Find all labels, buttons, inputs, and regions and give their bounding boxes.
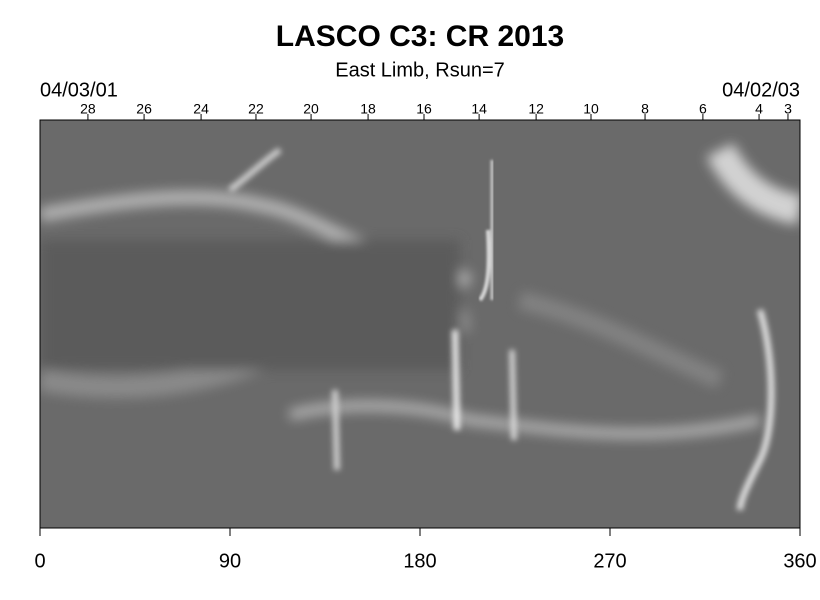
top-tick-label: 24 [193, 101, 209, 117]
top-tick-label: 28 [80, 101, 96, 117]
top-tick-label: 4 [755, 101, 763, 117]
x-tick-label: 270 [593, 550, 626, 572]
x-tick-label: 90 [219, 550, 241, 572]
top-tick-label: 12 [528, 101, 544, 117]
top-left-label: 04/03/01 [40, 79, 118, 101]
chart-title: LASCO C3: CR 2013 [276, 20, 564, 53]
map-image [40, 120, 800, 528]
top-tick-label: 16 [416, 101, 432, 117]
top-tick-label: 18 [360, 101, 376, 117]
top-tick-label: 26 [136, 101, 152, 117]
top-tick-label: 6 [699, 101, 707, 117]
top-tick-label: 10 [583, 101, 599, 117]
top-right-label: 04/02/03 [722, 79, 800, 101]
top-tick-label: 3 [784, 101, 792, 117]
top-tick-label: 14 [471, 101, 487, 117]
top-tick-label: 20 [303, 101, 319, 117]
x-tick-label: 0 [34, 550, 45, 572]
x-tick-label: 180 [403, 550, 436, 572]
x-tick-label: 360 [783, 550, 816, 572]
chart-subtitle: East Limb, Rsun=7 [335, 59, 505, 81]
top-tick-label: 22 [248, 101, 264, 117]
top-tick-label: 8 [641, 101, 649, 117]
